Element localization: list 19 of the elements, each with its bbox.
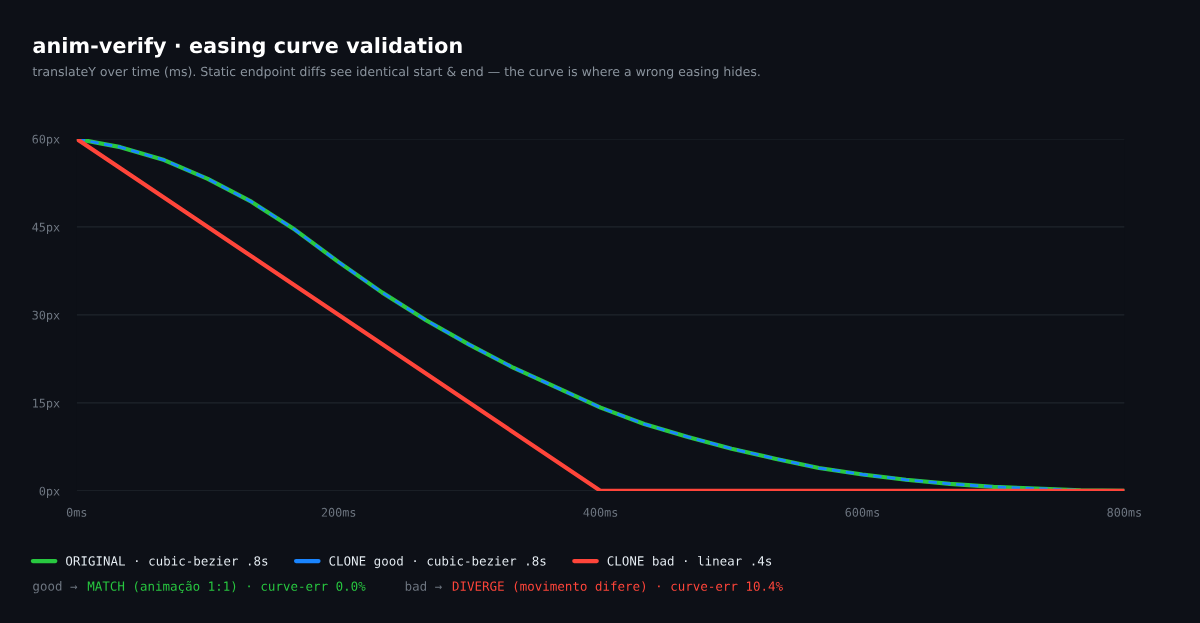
legend-label: CLONE good · cubic-bezier .8s [329, 555, 546, 569]
text: MATCH (animação 1:1) · curve-err 0.0% [87, 580, 366, 594]
x-tick-label: 0ms [66, 507, 87, 517]
y-tick-label: 60px [32, 134, 60, 146]
text: good → [33, 581, 78, 594]
text: bad → [405, 581, 442, 591]
y-tick-label: 0px [39, 486, 60, 498]
chart-subtitle: translateY over time (ms). Static endpoint diffs see identical start & end — the curve is where a wrong easing hides. [32, 66, 760, 79]
legend-label: ORIGINAL · cubic-bezier .8s [66, 555, 268, 566]
text: DIVERGE (movimento difere) · curve-err 10.4% [452, 581, 783, 593]
chart-title: anim-verify · easing curve validation [33, 37, 462, 58]
y-tick-label: 30px [32, 310, 60, 322]
legend-label: CLONE bad · linear .4s [607, 555, 772, 566]
x-tick-label: 200ms [321, 507, 356, 517]
x-tick-label: 400ms [583, 507, 618, 517]
y-tick-label: 45px [32, 222, 60, 234]
x-tick-label: 600ms [845, 507, 880, 517]
y-tick-label: 15px [33, 398, 60, 410]
x-tick-label: 800ms [1107, 507, 1141, 517]
